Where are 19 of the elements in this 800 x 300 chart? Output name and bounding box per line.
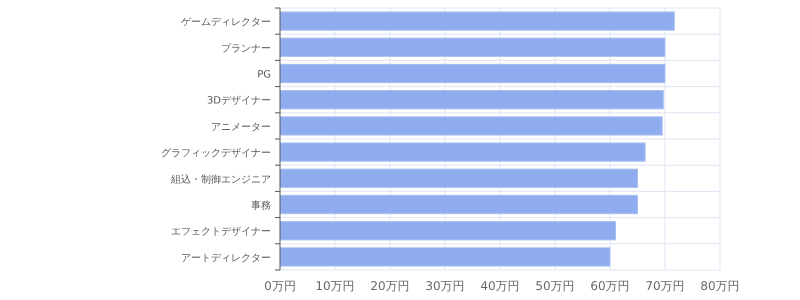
x-tick-label: 70万円 [645, 279, 685, 293]
x-tick-label: 80万円 [700, 279, 740, 293]
x-tick-label: 60万円 [590, 279, 630, 293]
y-tick-label: グラフィックデザイナー [161, 148, 271, 160]
x-tick-label: 0万円 [264, 279, 296, 293]
y-tick-label: エフェクトデザイナー [171, 226, 271, 238]
y-tick-label: アートディレクター [181, 252, 271, 264]
y-tick-label: 3Dデザイナー [206, 96, 271, 107]
x-tick-label: 40万円 [480, 279, 520, 293]
y-tick-label: PG [257, 70, 271, 80]
y-tick-label: 事務 [251, 200, 271, 212]
x-tick-label: 30万円 [425, 279, 465, 293]
y-tick-label: ゲームディレクター [181, 17, 271, 28]
y-tick-label: 組込・制御エンジニア [170, 173, 271, 186]
x-tick-label: 50万円 [535, 279, 575, 293]
x-tick-label: 20万円 [370, 279, 410, 293]
y-tick-label: アニメーター [211, 122, 271, 133]
x-tick-label: 10万円 [315, 279, 355, 293]
y-tick-label: プランナー [221, 42, 271, 54]
